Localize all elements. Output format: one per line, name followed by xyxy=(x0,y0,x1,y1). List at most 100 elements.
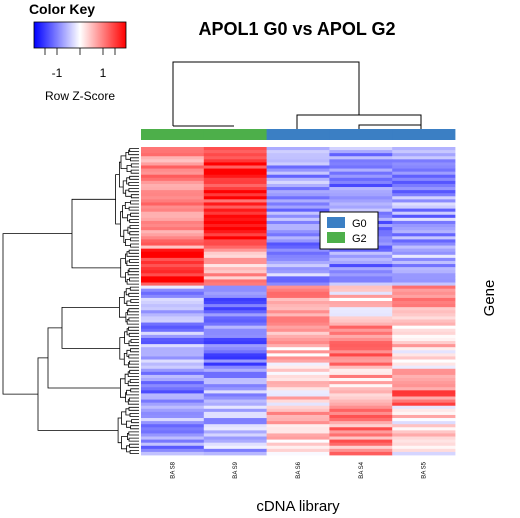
heatmap-cell xyxy=(141,267,205,271)
heatmap-cell xyxy=(392,307,456,311)
heatmap-cell xyxy=(329,436,393,440)
heatmap-cell xyxy=(141,214,205,219)
heatmap-cell xyxy=(266,451,330,456)
color-key-ticks: -1 1 xyxy=(44,48,116,80)
heatmap-cell xyxy=(392,374,456,379)
heatmap-cell xyxy=(203,408,267,413)
heatmap-cell xyxy=(266,405,330,410)
heatmap-cell xyxy=(141,211,205,216)
heatmap-cell xyxy=(392,171,456,176)
heatmap-cell xyxy=(392,288,456,293)
heatmap-cell xyxy=(141,328,205,333)
heatmap-cell xyxy=(392,239,456,243)
heatmap-cell xyxy=(329,193,393,197)
heatmap-cell xyxy=(329,353,393,357)
heatmap-cell xyxy=(266,387,330,391)
heatmap-cell xyxy=(392,356,456,360)
heatmap-cell xyxy=(329,288,393,293)
heatmap-cell xyxy=(141,374,205,379)
heatmap-cell xyxy=(392,273,456,277)
heatmap-cell xyxy=(392,165,456,169)
heatmap-cell xyxy=(141,451,205,456)
heatmap-cell xyxy=(392,310,456,314)
heatmap-cell xyxy=(266,341,330,345)
heatmap-cell xyxy=(392,205,456,209)
heatmap-cell xyxy=(392,442,456,447)
heatmap-cell xyxy=(329,378,393,382)
heatmap-cell xyxy=(392,248,456,253)
heatmap-cell xyxy=(141,236,205,240)
heatmap-cell xyxy=(329,365,393,370)
heatmap-cell xyxy=(203,368,267,373)
heatmap-cell xyxy=(329,316,393,320)
heatmap-cell xyxy=(329,297,393,302)
heatmap-cell xyxy=(203,378,267,382)
heatmap-cell xyxy=(266,288,330,293)
heatmap-cell xyxy=(392,387,456,391)
heatmap-cell xyxy=(141,325,205,330)
heatmap-cell xyxy=(203,322,267,327)
heatmap-cell xyxy=(141,224,205,228)
heatmap-cell xyxy=(266,230,330,234)
heatmap-cell xyxy=(203,168,267,173)
heatmap-cell xyxy=(329,177,393,182)
heatmap-cell xyxy=(392,411,456,416)
heatmap-cell xyxy=(329,162,393,166)
heatmap-cell xyxy=(266,199,330,203)
heatmap-cell xyxy=(266,267,330,271)
heatmap-cell xyxy=(266,248,330,253)
heatmap-cell xyxy=(203,165,267,169)
heatmap-cell xyxy=(392,328,456,333)
heatmap-cell xyxy=(329,356,393,360)
heatmap-cell xyxy=(392,230,456,234)
heatmap-cell xyxy=(266,390,330,394)
heatmap-cell xyxy=(203,331,267,336)
heatmap-cell xyxy=(266,276,330,280)
heatmap-cell xyxy=(141,307,205,311)
heatmap-cell xyxy=(203,187,267,191)
heatmap-cell xyxy=(329,180,393,185)
heatmap-cell xyxy=(266,374,330,379)
row-dendrogram-branches xyxy=(2,148,139,454)
heatmap-cell xyxy=(329,341,393,345)
heatmap-cell xyxy=(141,153,205,157)
column-label: BA S6 xyxy=(296,461,302,478)
heatmap-cell xyxy=(266,162,330,166)
heatmap-cell xyxy=(141,190,205,194)
heatmap-cell xyxy=(203,193,267,197)
heatmap-cell xyxy=(392,418,456,422)
heatmap-cell xyxy=(203,239,267,243)
legend-label: G0 xyxy=(352,218,367,230)
heatmap-cell xyxy=(266,396,330,400)
heatmap-cell xyxy=(392,254,456,259)
heatmap-cell xyxy=(141,294,205,299)
x-axis-label: cDNA library xyxy=(256,498,340,515)
heatmap-cell xyxy=(141,297,205,302)
heatmap-cells xyxy=(141,147,456,456)
heatmap-cell xyxy=(141,439,205,444)
heatmap-cell xyxy=(392,174,456,179)
heatmap-cell xyxy=(141,353,205,357)
heatmap-cell xyxy=(203,220,267,225)
heatmap-cell xyxy=(266,159,330,163)
heatmap-cell xyxy=(141,150,205,154)
heatmap-cell xyxy=(329,310,393,314)
heatmap-cell xyxy=(203,384,267,388)
heatmap-cell xyxy=(141,273,205,277)
heatmap-cell xyxy=(329,408,393,413)
heatmap-cell xyxy=(141,347,205,351)
heatmap-cell xyxy=(266,254,330,259)
heatmap-cell xyxy=(392,368,456,373)
heatmap-cell xyxy=(266,282,330,286)
heatmap-cell xyxy=(203,233,267,237)
heatmap-cell xyxy=(141,331,205,336)
heatmap-cell xyxy=(392,436,456,440)
heatmap-cell xyxy=(392,177,456,182)
heatmap-cell xyxy=(392,150,456,154)
heatmap-cell xyxy=(141,174,205,179)
heatmap-cell xyxy=(203,337,267,342)
heatmap-cell xyxy=(266,217,330,222)
heatmap-cell xyxy=(141,316,205,320)
heatmap-cell xyxy=(266,427,330,431)
heatmap-cell xyxy=(203,421,267,425)
